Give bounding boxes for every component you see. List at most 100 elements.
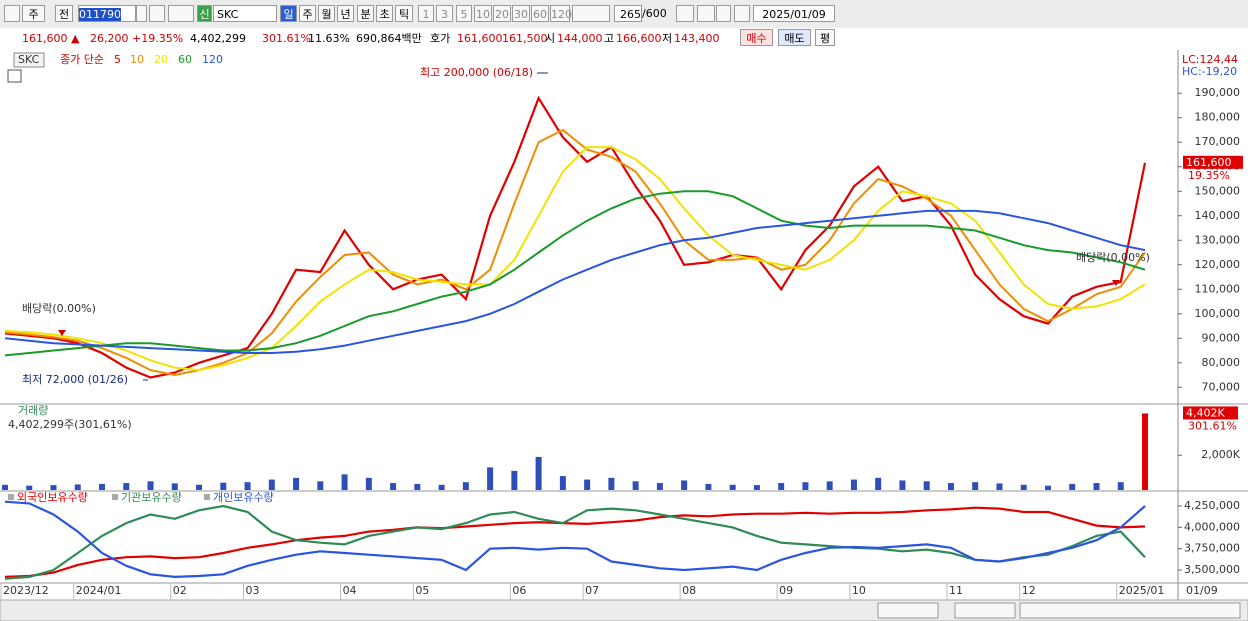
volume-bar <box>802 482 809 490</box>
period-dropdown[interactable] <box>572 5 610 22</box>
avg-button[interactable]: 평 <box>815 29 835 46</box>
sell-button[interactable]: 매도 <box>778 29 811 46</box>
series-line <box>4 146 1146 372</box>
high: 166,600 <box>616 32 662 45</box>
day-button[interactable]: 일 <box>280 5 297 22</box>
buy-button[interactable]: 매수 <box>740 29 773 46</box>
toolbar: 주 전 011790 신 SKC 일 주 월 년 분 초 틱 1 3 5 10 … <box>0 0 1248 29</box>
week-button[interactable]: 주 <box>299 5 316 22</box>
volume-tag-bg <box>1183 406 1238 420</box>
volume-bar <box>268 479 275 490</box>
period-button[interactable]: 20 <box>493 5 511 22</box>
y-tick-label: 80,000 <box>1202 356 1241 369</box>
volume-bar <box>826 481 833 490</box>
y-tick-label: 3,500,000 <box>1184 563 1240 576</box>
period-button[interactable]: 120 <box>550 5 572 22</box>
period-button[interactable]: 5 <box>456 5 472 22</box>
y-tick-label: 170,000 <box>1195 135 1241 148</box>
period-button[interactable]: 30 <box>512 5 530 22</box>
panel-title: 거래량 <box>18 404 48 417</box>
market-select[interactable]: 주 <box>22 5 45 22</box>
date-input[interactable]: 2025/01/09 <box>753 5 835 22</box>
volume-bar <box>50 485 57 490</box>
volume-bar <box>729 484 736 490</box>
series-line <box>4 500 1146 579</box>
x-tick-label: 2023/12 <box>3 584 49 597</box>
volume-bar <box>1117 482 1124 490</box>
x-tick-label: 11 <box>949 584 963 597</box>
count-max: /600 <box>642 7 667 20</box>
count-input[interactable]: 265 <box>614 5 642 22</box>
tool-icon[interactable] <box>676 5 694 22</box>
x-tick-label: 02 <box>173 584 187 597</box>
period-button[interactable]: 3 <box>436 5 453 22</box>
x-tick-label: 05 <box>415 584 429 597</box>
save-icon[interactable] <box>716 5 731 22</box>
x-tick-label: 03 <box>246 584 260 597</box>
series-line <box>4 95 1147 379</box>
period-button[interactable]: 60 <box>531 5 549 22</box>
volume-bar <box>875 477 882 490</box>
legend-swatch <box>112 494 118 500</box>
amount: 690,864백만 <box>356 32 422 45</box>
volume-bar <box>147 481 154 490</box>
change-tag: 19.35% <box>1188 169 1230 182</box>
zoom-slider[interactable] <box>954 602 1016 619</box>
code-text: 011790 <box>79 8 121 21</box>
prev-button[interactable]: 전 <box>55 5 73 22</box>
minute-button[interactable]: 분 <box>357 5 374 22</box>
menu-icon[interactable] <box>4 5 20 22</box>
dropdown[interactable] <box>136 5 147 22</box>
legend-swatch <box>8 494 14 500</box>
ticker: SKC <box>18 53 40 66</box>
volume-bar <box>608 477 615 490</box>
volume-bar <box>244 482 251 490</box>
series-line <box>4 128 1146 377</box>
month-button[interactable]: 월 <box>318 5 335 22</box>
view-buttons[interactable] <box>1019 602 1241 619</box>
volume-bar <box>123 483 130 490</box>
sound-icon[interactable] <box>168 5 194 22</box>
chart-bg <box>0 50 1248 621</box>
legend-entry: 10 <box>130 53 144 66</box>
volume-bar <box>462 482 469 490</box>
x-tick-label: 2025/01 <box>1119 584 1165 597</box>
volume-bar <box>632 481 639 490</box>
period-button[interactable]: 10 <box>474 5 492 22</box>
volume-bar <box>99 483 106 490</box>
table-icon[interactable] <box>7 69 22 83</box>
y-tick-label: 180,000 <box>1195 111 1241 124</box>
second-button[interactable]: 초 <box>376 5 393 22</box>
y-tick-label: 130,000 <box>1195 233 1241 246</box>
volume-bar <box>996 483 1003 490</box>
annotation: 최저 72,000 (01/26) <box>22 373 128 386</box>
volume-change: 301.61% <box>1188 419 1237 432</box>
tick-button[interactable]: 틱 <box>395 5 413 22</box>
legend-entry: 기관보유수량 <box>121 491 182 504</box>
x-tick-label: 12 <box>1022 584 1036 597</box>
volume-bar <box>1069 483 1076 490</box>
year-button[interactable]: 년 <box>337 5 354 22</box>
period-button[interactable]: 1 <box>418 5 434 22</box>
volume-bar <box>414 483 421 490</box>
legend-entry: 20 <box>154 53 168 66</box>
change: 26,200 +19.35% <box>90 32 184 45</box>
name-input[interactable]: SKC <box>213 5 277 22</box>
scroll-buttons[interactable] <box>877 602 939 619</box>
turnover: 11.63% <box>308 32 350 45</box>
volume-bar <box>778 483 785 490</box>
code-input[interactable]: 011790 <box>78 5 136 22</box>
settings-icon[interactable] <box>734 5 750 22</box>
volume-bar <box>972 482 979 490</box>
y-tick-label: 100,000 <box>1195 307 1241 320</box>
y-tick-label: 190,000 <box>1195 86 1241 99</box>
annotation: 최고 200,000 (06/18) <box>420 66 533 79</box>
volume-bar <box>656 483 663 490</box>
search-icon[interactable] <box>149 5 165 22</box>
tool-icon[interactable] <box>697 5 715 22</box>
x-tick-label: 06 <box>512 584 526 597</box>
y-tick-label: 3,750,000 <box>1184 542 1240 555</box>
legend-swatch <box>204 494 210 500</box>
volume-ratio: 301.61% <box>262 32 311 45</box>
volume-bar <box>1020 484 1027 490</box>
